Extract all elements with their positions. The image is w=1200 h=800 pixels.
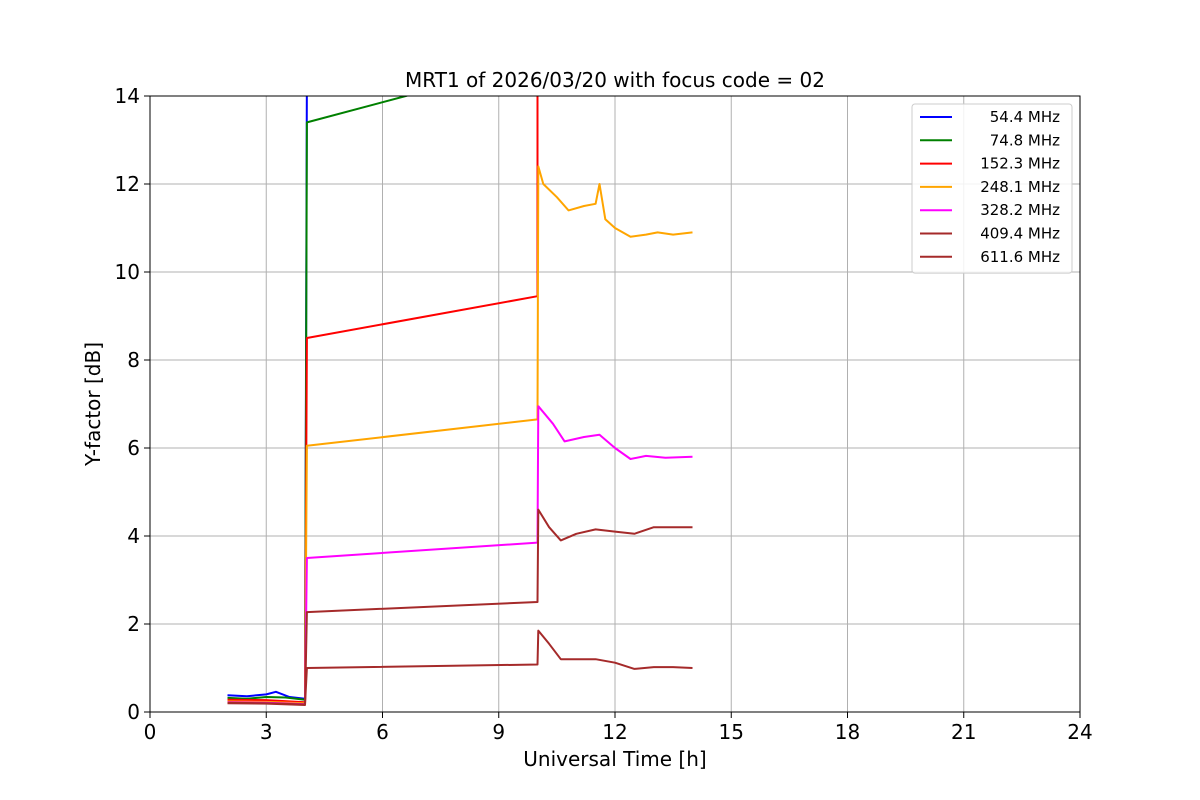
y-tick-label: 12 <box>115 172 140 196</box>
x-tick-label: 6 <box>376 720 389 744</box>
y-tick-label: 4 <box>127 524 140 548</box>
legend: 54.4 MHz 74.8 MHz 152.3 MHz 248.1 MHz 328.2 … <box>911 103 1073 274</box>
series-line-1 <box>227 96 410 701</box>
series-lines <box>227 96 693 706</box>
legend-label: 152.3 MHz <box>980 155 1060 173</box>
x-tick-label: 18 <box>835 720 860 744</box>
x-tick-label: 12 <box>602 720 627 744</box>
y-tick-label: 0 <box>127 700 140 724</box>
legend-label: 328.2 MHz <box>980 201 1060 219</box>
y-tick-label: 8 <box>127 348 140 372</box>
y-tick-label: 14 <box>115 84 140 108</box>
y-axis-label: Y-factor [dB] <box>81 342 105 467</box>
x-axis-label: Universal Time [h] <box>523 747 706 771</box>
legend-box <box>911 103 1073 274</box>
series-line-3 <box>227 165 693 705</box>
legend-item: 328.2 MHz <box>920 201 1060 219</box>
series-line-6 <box>227 629 693 706</box>
series-line-4 <box>227 405 693 706</box>
legend-item: 409.4 MHz <box>920 225 1060 243</box>
legend-item: 611.6 MHz <box>920 248 1060 266</box>
series-line-5 <box>227 508 693 706</box>
legend-label: 54.4 MHz <box>990 108 1060 126</box>
legend-item: 248.1 MHz <box>920 178 1060 196</box>
x-tick-label: 3 <box>260 720 273 744</box>
legend-label: 409.4 MHz <box>980 225 1060 243</box>
y-tick-label: 2 <box>127 612 140 636</box>
x-tick-label: 15 <box>719 720 744 744</box>
legend-label: 74.8 MHz <box>990 131 1060 149</box>
x-tick-label: 0 <box>144 720 157 744</box>
legend-item: 74.8 MHz <box>920 131 1060 149</box>
x-tick-label: 21 <box>951 720 976 744</box>
legend-item: 54.4 MHz <box>920 108 1060 126</box>
legend-label: 611.6 MHz <box>980 248 1060 266</box>
legend-item: 152.3 MHz <box>920 155 1060 173</box>
y-tick-label: 6 <box>127 436 140 460</box>
x-tick-label: 9 <box>492 720 505 744</box>
legend-label: 248.1 MHz <box>980 178 1060 196</box>
x-tick-label: 24 <box>1067 720 1092 744</box>
chart-title: MRT1 of 2026/03/20 with focus code = 02 <box>405 68 825 92</box>
y-tick-label: 10 <box>115 260 140 284</box>
